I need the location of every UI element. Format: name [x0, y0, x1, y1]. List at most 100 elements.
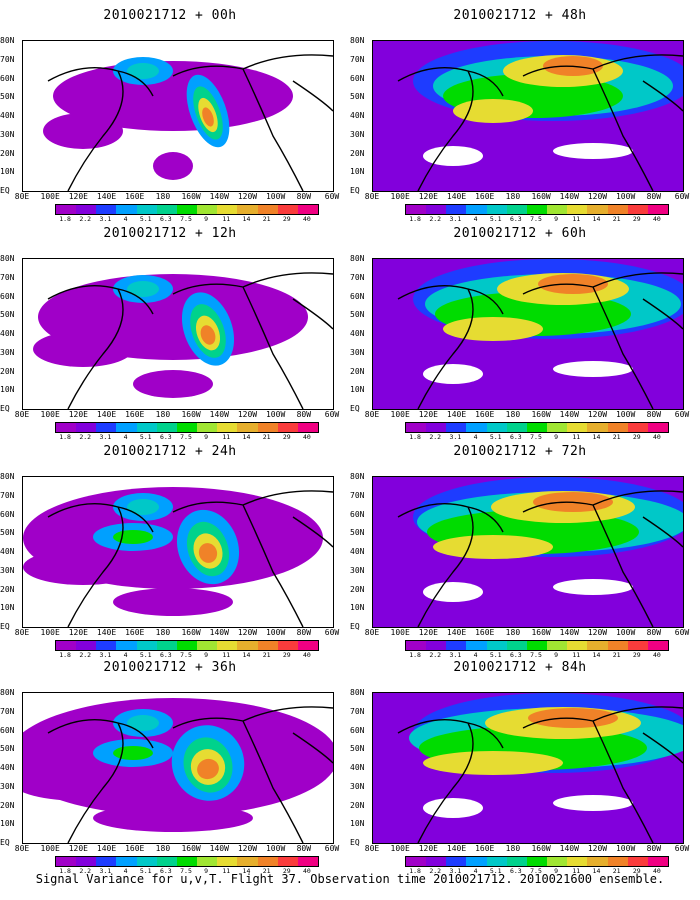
- colorbar-tick-label: 2.2: [79, 433, 92, 441]
- latitude-tick-label: EQ: [350, 186, 360, 195]
- longitude-tick-label: 140W: [209, 410, 229, 419]
- longitude-tick-label: 120E: [68, 844, 88, 853]
- coastline: [397, 66, 474, 191]
- longitude-tick-label: 160W: [181, 628, 201, 637]
- variance-contour: [113, 530, 153, 544]
- longitude-tick-label: 120E: [68, 410, 88, 419]
- colorbar: [55, 856, 319, 867]
- colorbar-swatch: [56, 205, 77, 214]
- colorbar-swatch: [406, 641, 427, 650]
- colorbar-tick-label: 7.5: [530, 433, 542, 441]
- colorbar: [55, 204, 319, 215]
- map-panel-72h: 2010021712 + 72h 80N 70N 60N 50N 40N 30N 20N 10…: [350, 444, 690, 659]
- colorbar-swatch: [466, 857, 487, 866]
- latitude-tick-label: 70N: [0, 272, 15, 282]
- longitude-tick-label: 140W: [209, 628, 229, 637]
- longitude-tick-label: 160W: [531, 192, 551, 201]
- colorbar-tick-label: 14: [242, 433, 251, 441]
- longitude-tick-label: 160E: [125, 192, 145, 201]
- variance-map: [23, 693, 333, 843]
- latitude-tick-label: 10N: [350, 603, 365, 613]
- colorbar-swatch: [627, 641, 648, 650]
- coastline: [47, 718, 124, 843]
- longitude-tick-label: 120E: [418, 628, 438, 637]
- latitude-tick-label: 80N: [350, 472, 365, 481]
- longitude-tick-label: 160E: [125, 410, 145, 419]
- colorbar-tick-label: 5.1: [139, 651, 152, 659]
- variance-contour: [113, 746, 153, 760]
- latitude-tick-label: 30N: [0, 781, 15, 791]
- latitude-tick-label: 80N: [0, 36, 15, 45]
- variance-map: [23, 259, 333, 409]
- latitude-tick-label: 70N: [0, 706, 15, 716]
- latitude-axis: 80N 70N 60N 50N 40N 30N 20N 10N EQ: [350, 472, 372, 631]
- latitude-tick-label: 10N: [0, 385, 15, 395]
- colorbar-tick-label: 11: [572, 215, 581, 223]
- latitude-tick-label: 20N: [0, 366, 15, 376]
- colorbar: [55, 640, 319, 651]
- latitude-tick-label: 80N: [350, 36, 365, 45]
- latitude-tick-label: 10N: [350, 385, 365, 395]
- longitude-tick-label: 120W: [587, 844, 608, 853]
- colorbar-tick-label: 6.3: [159, 867, 172, 875]
- longitude-tick-label: 120E: [418, 192, 438, 201]
- colorbar-tick-label: 14: [592, 433, 601, 441]
- map-plot: [22, 40, 334, 192]
- colorbar-swatch: [96, 641, 117, 650]
- colorbar-swatch: [176, 857, 198, 866]
- longitude-tick-label: 120E: [418, 844, 438, 853]
- longitude-tick-label: 100W: [615, 628, 636, 637]
- coastline: [467, 722, 504, 749]
- colorbar-tick-label: 14: [592, 651, 601, 659]
- latitude-tick-label: 60N: [0, 73, 15, 83]
- colorbar-tick-label: 11: [222, 867, 231, 875]
- colorbar-tick-label: 21: [262, 867, 271, 875]
- longitude-tick-label: 100E: [40, 628, 60, 637]
- latitude-tick-label: EQ: [350, 622, 360, 631]
- coastline: [397, 502, 474, 627]
- colorbar-tick-label: 6.3: [509, 215, 522, 223]
- longitude-tick-label: 80E: [14, 192, 30, 201]
- colorbar-swatch: [587, 641, 608, 650]
- coastline: [292, 732, 333, 764]
- latitude-tick-label: EQ: [0, 622, 10, 631]
- colorbar-swatch: [526, 641, 548, 650]
- longitude-tick-label: 160E: [475, 192, 495, 201]
- longitude-tick-label: 120W: [237, 844, 258, 853]
- colorbar-swatch: [466, 205, 487, 214]
- colorbar-tick-label: 6.3: [509, 651, 522, 659]
- variance-contour: [200, 325, 216, 345]
- colorbar-tick-label: 40: [303, 433, 311, 441]
- longitude-tick-label: 80E: [364, 628, 380, 637]
- colorbar-swatch: [237, 205, 258, 214]
- longitude-tick-label: 60W: [674, 410, 690, 419]
- colorbar-tick-label: 3.1: [99, 433, 112, 441]
- longitude-tick-label: 60W: [324, 844, 340, 853]
- longitude-tick-label: 80E: [364, 192, 380, 201]
- longitude-tick-label: 60W: [674, 844, 690, 853]
- longitude-tick-label: 80W: [296, 628, 312, 637]
- colorbar-swatch: [526, 423, 548, 432]
- map-panel-12h: 2010021712 + 12h 80N 70N 60N 50N 40N 30N 20N 10…: [0, 226, 340, 441]
- latitude-tick-label: 20N: [0, 800, 15, 810]
- variance-map: [373, 41, 683, 191]
- colorbar-tick-label: 21: [262, 433, 271, 441]
- colorbar-swatch: [446, 205, 467, 214]
- latitude-axis: 80N 70N 60N 50N 40N 30N 20N 10N EQ: [0, 689, 22, 847]
- colorbar-labels: 1.8 2.2 3.1 4 5.1 6.3 7.5 9 11 14 21 29 40: [55, 651, 317, 659]
- variance-contour: [202, 107, 214, 127]
- colorbar-tick-label: 1.8: [59, 433, 71, 441]
- colorbar-tick-label: 7.5: [180, 433, 192, 441]
- colorbar-swatch: [607, 423, 628, 432]
- coastline: [117, 70, 154, 97]
- coastline: [117, 722, 154, 749]
- colorbar-tick-label: 1.8: [409, 433, 421, 441]
- latitude-tick-label: 70N: [350, 272, 365, 282]
- latitude-tick-label: 40N: [350, 763, 365, 772]
- colorbar-swatch: [297, 423, 319, 432]
- longitude-axis: 80E 100E 120E 140E 160E 180 160W 140W 120W 100W 80…: [15, 410, 339, 420]
- latitude-tick-label: EQ: [0, 186, 10, 195]
- variance-map: [23, 41, 333, 191]
- latitude-tick-label: 60N: [350, 509, 365, 519]
- colorbar-swatch: [277, 857, 298, 866]
